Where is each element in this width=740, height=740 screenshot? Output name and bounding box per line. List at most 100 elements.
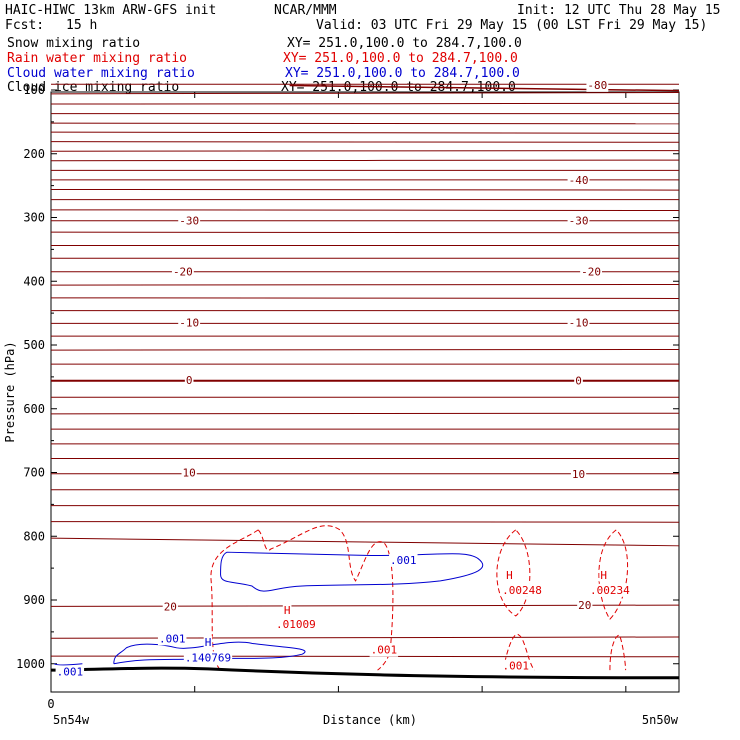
temperature-label: -20 bbox=[173, 266, 193, 279]
isotherm-line bbox=[50, 655, 680, 658]
cloud-label: .140769 bbox=[185, 651, 231, 664]
center-label: NCAR/MMM bbox=[274, 3, 337, 18]
temperature-label-bg bbox=[162, 600, 178, 614]
isotherm-line bbox=[50, 322, 680, 325]
isotherm-line bbox=[50, 297, 680, 299]
rain-label-bg bbox=[369, 643, 399, 657]
temperature-label-bg bbox=[586, 78, 609, 92]
field-name-cloud-water: Cloud water mixing ratio bbox=[7, 66, 195, 81]
cloud-label-bg bbox=[203, 636, 213, 650]
rain-label: H bbox=[600, 569, 607, 582]
isotherm-line bbox=[50, 91, 680, 95]
isotherm-line bbox=[50, 149, 680, 152]
isotherm-line bbox=[50, 257, 680, 260]
temperature-contours bbox=[50, 83, 680, 658]
cloud-label-bg bbox=[183, 651, 233, 665]
y-tick-label: 600 bbox=[23, 402, 45, 416]
isotherm-line bbox=[50, 231, 680, 234]
isotherm-line bbox=[50, 443, 680, 445]
y-tick-label: 900 bbox=[23, 593, 45, 607]
cloud-water-contour bbox=[220, 551, 484, 592]
x-right-label: 5n50w bbox=[642, 713, 679, 727]
x-axis bbox=[50, 92, 627, 692]
y-tick-label: 100 bbox=[23, 83, 45, 97]
terrain-line bbox=[50, 666, 680, 680]
field-name-rain: Rain water mixing ratio bbox=[7, 51, 188, 66]
temperature-label: -30 bbox=[569, 215, 589, 228]
x-left-label: 5n54w bbox=[53, 713, 90, 727]
forecast-value: 15 h bbox=[66, 18, 98, 33]
temperature-label: -20 bbox=[581, 266, 601, 279]
temperature-label: 0 bbox=[575, 375, 582, 388]
isotherm-line bbox=[50, 122, 680, 125]
temperature-label-bg bbox=[567, 214, 590, 228]
rain-label-bg bbox=[282, 604, 292, 618]
temperature-label: -10 bbox=[569, 317, 589, 330]
y-tick-label: 1000 bbox=[16, 657, 45, 671]
isotherm-line bbox=[50, 188, 680, 191]
y-tick-label: 200 bbox=[23, 147, 45, 161]
isotherm-line bbox=[50, 112, 680, 115]
cloud-label: H bbox=[205, 636, 212, 649]
isotherm-line bbox=[50, 363, 680, 365]
isotherm-line bbox=[50, 412, 680, 415]
init-time: Init: 12 UTC Thu 28 May 15 bbox=[517, 3, 721, 18]
temperature-label: 20 bbox=[578, 599, 591, 612]
temperature-label-bg bbox=[580, 265, 603, 279]
isotherm-line bbox=[50, 457, 680, 460]
isotherm-line bbox=[50, 102, 680, 105]
temperature-label: 10 bbox=[572, 468, 585, 481]
isotherm-line bbox=[50, 169, 680, 172]
rain-label: H bbox=[284, 604, 291, 617]
rain-label-bg bbox=[501, 583, 543, 597]
isotherm-line bbox=[50, 428, 680, 430]
field-xy-snow: XY= 251.0,100.0 to 284.7,100.0 bbox=[287, 36, 522, 51]
rain-contour bbox=[502, 633, 535, 671]
isotherm-line bbox=[50, 283, 680, 286]
cloud-label: .001 bbox=[57, 665, 84, 678]
temperature-label-bg bbox=[567, 316, 590, 330]
temperature-label: 20 bbox=[164, 600, 177, 613]
temperature-label-bg bbox=[178, 214, 201, 228]
rain-label: .00234 bbox=[590, 584, 630, 597]
y-tick-label: 300 bbox=[23, 211, 45, 225]
isotherm-line bbox=[50, 472, 680, 475]
temperature-label-bg bbox=[577, 599, 593, 613]
isotherm-line bbox=[50, 537, 680, 547]
field-xy-rain: XY= 251.0,100.0 to 284.7,100.0 bbox=[283, 51, 518, 66]
temperature-label-bg bbox=[181, 466, 197, 480]
temperature-label-bg bbox=[574, 374, 583, 388]
cloud-label-bg bbox=[55, 665, 85, 679]
model-title: HAIC-HIWC 13km ARW-GFS init bbox=[5, 3, 217, 18]
isotherm-line bbox=[50, 348, 680, 351]
isotherm-line bbox=[50, 604, 680, 608]
rain-contour bbox=[210, 529, 259, 671]
field-xy-cloud-water: XY= 251.0,100.0 to 284.7,100.0 bbox=[285, 66, 520, 81]
field-name-snow: Snow mixing ratio bbox=[7, 36, 141, 51]
y-tick-label: 500 bbox=[23, 338, 45, 352]
rain-label-bg bbox=[275, 618, 317, 632]
isotherm-line bbox=[50, 396, 680, 399]
cloud-label-bg bbox=[157, 632, 187, 646]
isotherm-line bbox=[50, 198, 680, 201]
cloud-label: .001 bbox=[390, 554, 417, 567]
isotherm-line bbox=[50, 244, 680, 247]
temperature-label: -80 bbox=[587, 79, 607, 92]
isotherm-line bbox=[50, 504, 680, 507]
temperature-label-bg bbox=[178, 316, 201, 330]
temperature-label: -40 bbox=[569, 174, 589, 187]
rain-label: .001 bbox=[371, 644, 398, 657]
isotherm-line bbox=[50, 309, 680, 312]
temperature-label-bg bbox=[570, 467, 587, 481]
isotherm-line bbox=[50, 488, 680, 491]
rain-label: .01009 bbox=[276, 618, 316, 631]
cloud-label-bg bbox=[389, 553, 418, 567]
cloud-water-contour bbox=[53, 663, 83, 666]
rain-contour bbox=[609, 634, 627, 671]
rain-water-contours bbox=[210, 525, 629, 671]
x-origin-label: 0 bbox=[47, 697, 54, 711]
rain-label: H bbox=[506, 569, 513, 582]
